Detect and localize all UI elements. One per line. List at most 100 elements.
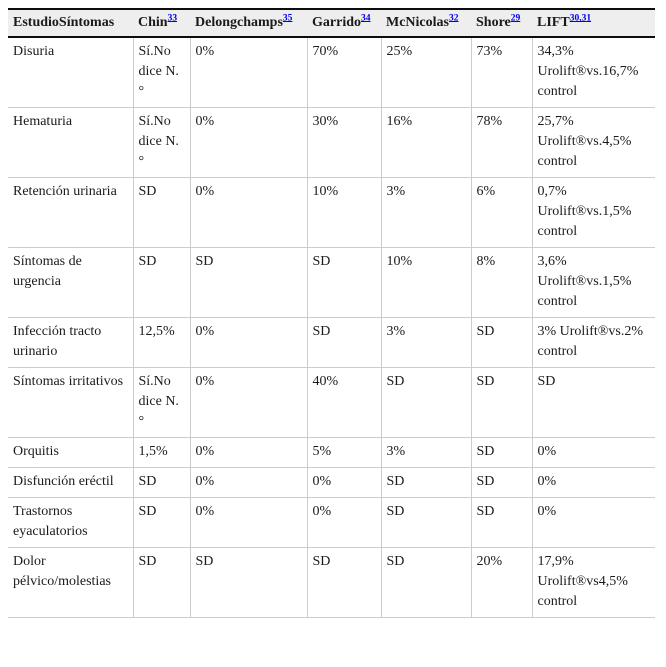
table-body: Disuria Sí.No dice N.° 0% 70% 25% 73% 34,3% Ur… xyxy=(8,37,655,618)
cell-value: 3% Urolift®vs.2% control xyxy=(531,317,655,368)
row-label-sintoma: Hematuria xyxy=(8,107,133,178)
column-header-label: McNicolas xyxy=(386,15,449,30)
cell-value: 78% xyxy=(470,107,532,178)
citation-reference-link[interactable]: 30,31 xyxy=(569,13,592,24)
document-page: EstudioSíntomas Chin33 Delongchamps35 Garri… xyxy=(8,8,655,618)
header-row: EstudioSíntomas Chin33 Delongchamps35 Garri… xyxy=(8,8,655,38)
cell-value: 3,6% Urolift®vs.1,5% control xyxy=(531,247,655,318)
cell-value: 0% xyxy=(189,37,307,108)
cell-value: SD xyxy=(531,367,655,438)
cell-value: Sí.No dice N.° xyxy=(132,37,190,108)
cell-value: SD xyxy=(306,317,381,368)
table-row: Infección tracto urinario 12,5% 0% SD 3% SD 3%… xyxy=(8,317,655,368)
cell-value: 25% xyxy=(380,37,471,108)
cell-value: SD xyxy=(306,547,381,618)
column-header-label: Garrido xyxy=(312,15,361,30)
row-label-sintoma: Trastornos eyaculatorios xyxy=(8,497,133,548)
cell-value: SD xyxy=(470,367,532,438)
cell-value: SD xyxy=(380,497,471,548)
cell-value: 10% xyxy=(306,177,381,248)
cell-value: 0% xyxy=(306,497,381,548)
cell-value: 3% xyxy=(380,437,471,468)
cell-value: 0% xyxy=(189,177,307,248)
cell-value: 73% xyxy=(470,37,532,108)
column-header-0: EstudioSíntomas xyxy=(8,8,133,38)
cell-value: 8% xyxy=(470,247,532,318)
column-header-label: Chin xyxy=(138,15,168,30)
table-row: Dolor pélvico/molestias SD SD SD SD 20% 17,9% … xyxy=(8,547,655,618)
cell-value: 16% xyxy=(380,107,471,178)
table-row: Retención urinaria SD 0% 10% 3% 6% 0,7% Urolif… xyxy=(8,177,655,248)
row-label-sintoma: Síntomas irritativos xyxy=(8,367,133,438)
column-header-label: LIFT xyxy=(537,15,570,30)
cell-value: SD xyxy=(470,317,532,368)
cell-value: 70% xyxy=(306,37,381,108)
adverse-events-by-study-table: EstudioSíntomas Chin33 Delongchamps35 Garri… xyxy=(8,8,655,618)
table-row: Disfunción eréctil SD 0% 0% SD SD 0% xyxy=(8,467,655,498)
cell-value: 34,3% Urolift®vs.16,7% control xyxy=(531,37,655,108)
table-header: EstudioSíntomas Chin33 Delongchamps35 Garri… xyxy=(8,8,655,38)
cell-value: 0% xyxy=(189,107,307,178)
cell-value: SD xyxy=(132,177,190,248)
citation-reference-link[interactable]: 29 xyxy=(510,13,521,24)
cell-value: 0% xyxy=(531,437,655,468)
cell-value: 3% xyxy=(380,177,471,248)
column-header-1: Chin33 xyxy=(133,8,190,38)
row-label-sintoma: Infección tracto urinario xyxy=(8,317,133,368)
cell-value: SD xyxy=(470,497,532,548)
cell-value: 3% xyxy=(380,317,471,368)
cell-value: 0% xyxy=(189,437,307,468)
table-row: Orquitis 1,5% 0% 5% 3% SD 0% xyxy=(8,437,655,468)
row-label-sintoma: Dolor pélvico/molestias xyxy=(8,547,133,618)
row-label-sintoma: Síntomas de urgencia xyxy=(8,247,133,318)
cell-value: 0% xyxy=(189,317,307,368)
column-header-2: Delongchamps35 xyxy=(190,8,307,38)
table-row: Síntomas irritativos Sí.No dice N.° 0% 40% S… xyxy=(8,367,655,438)
cell-value: 20% xyxy=(470,547,532,618)
row-label-sintoma: Disfunción eréctil xyxy=(8,467,133,498)
cell-value: 25,7% Urolift®vs.4,5% control xyxy=(531,107,655,178)
cell-value: 0% xyxy=(189,467,307,498)
cell-value: 5% xyxy=(306,437,381,468)
cell-value: SD xyxy=(470,467,532,498)
cell-value: 17,9% Urolift®vs4,5% control xyxy=(531,547,655,618)
cell-value: SD xyxy=(189,547,307,618)
cell-value: 1,5% xyxy=(132,437,190,468)
table-row: Hematuria Sí.No dice N.° 0% 30% 16% 78% 25,7% … xyxy=(8,107,655,178)
row-label-sintoma: Orquitis xyxy=(8,437,133,468)
column-header-label: Delongchamps xyxy=(195,15,283,30)
cell-value: SD xyxy=(306,247,381,318)
column-header-4: McNicolas32 xyxy=(381,8,471,38)
citation-reference-link[interactable]: 33 xyxy=(167,13,178,24)
cell-value: SD xyxy=(380,467,471,498)
cell-value: 0,7% Urolift®vs.1,5% control xyxy=(531,177,655,248)
cell-value: 0% xyxy=(306,467,381,498)
cell-value: 40% xyxy=(306,367,381,438)
cell-value: 10% xyxy=(380,247,471,318)
citation-reference-link[interactable]: 34 xyxy=(361,13,371,24)
cell-value: 0% xyxy=(189,497,307,548)
cell-value: SD xyxy=(132,247,190,318)
cell-value: SD xyxy=(380,367,471,438)
cell-value: 30% xyxy=(306,107,381,178)
column-header-6: LIFT30,31 xyxy=(532,8,655,38)
cell-value: SD xyxy=(132,467,190,498)
row-label-sintoma: Disuria xyxy=(8,37,133,108)
citation-reference-link[interactable]: 32 xyxy=(448,13,459,24)
table-row: Disuria Sí.No dice N.° 0% 70% 25% 73% 34,3% Ur… xyxy=(8,37,655,108)
cell-value: Sí.No dice N.° xyxy=(132,107,190,178)
table-row: Síntomas de urgencia SD SD SD 10% 8% 3,6% Urol… xyxy=(8,247,655,318)
cell-value: SD xyxy=(189,247,307,318)
cell-value: 0% xyxy=(531,467,655,498)
citation-reference-link[interactable]: 35 xyxy=(282,13,293,24)
cell-value: SD xyxy=(470,437,532,468)
column-header-label: EstudioSíntomas xyxy=(13,15,115,30)
cell-value: SD xyxy=(380,547,471,618)
column-header-label: Shore xyxy=(476,15,511,30)
row-label-sintoma: Retención urinaria xyxy=(8,177,133,248)
column-header-5: Shore29 xyxy=(471,8,532,38)
cell-value: 0% xyxy=(189,367,307,438)
table-row: Trastornos eyaculatorios SD 0% 0% SD SD 0% xyxy=(8,497,655,548)
cell-value: SD xyxy=(132,547,190,618)
cell-value: 0% xyxy=(531,497,655,548)
